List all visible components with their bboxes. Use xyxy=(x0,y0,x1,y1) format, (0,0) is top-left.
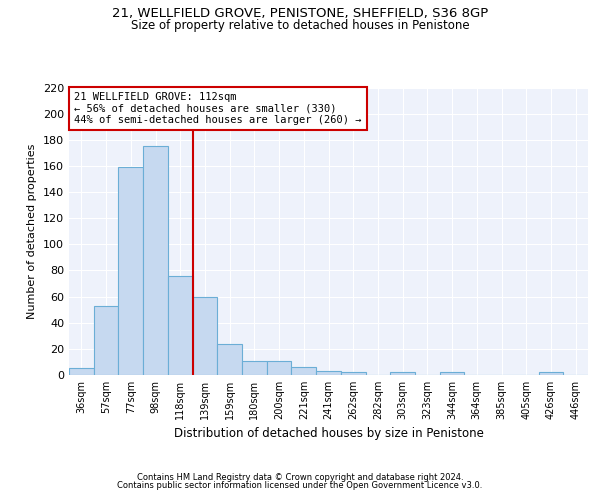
Bar xyxy=(118,167,143,375)
Bar xyxy=(390,372,415,375)
Bar xyxy=(242,360,267,375)
Bar xyxy=(539,372,563,375)
Text: Contains HM Land Registry data © Crown copyright and database right 2024.: Contains HM Land Registry data © Crown c… xyxy=(137,472,463,482)
Bar xyxy=(267,360,292,375)
Text: Size of property relative to detached houses in Penistone: Size of property relative to detached ho… xyxy=(131,19,469,32)
Text: 21, WELLFIELD GROVE, PENISTONE, SHEFFIELD, S36 8GP: 21, WELLFIELD GROVE, PENISTONE, SHEFFIEL… xyxy=(112,8,488,20)
Bar xyxy=(316,371,341,375)
Text: Distribution of detached houses by size in Penistone: Distribution of detached houses by size … xyxy=(174,428,484,440)
Y-axis label: Number of detached properties: Number of detached properties xyxy=(28,144,37,319)
Bar xyxy=(168,276,193,375)
Bar xyxy=(217,344,242,375)
Bar xyxy=(193,296,217,375)
Bar xyxy=(440,372,464,375)
Text: Contains public sector information licensed under the Open Government Licence v3: Contains public sector information licen… xyxy=(118,481,482,490)
Bar xyxy=(341,372,365,375)
Bar xyxy=(94,306,118,375)
Text: 21 WELLFIELD GROVE: 112sqm
← 56% of detached houses are smaller (330)
44% of sem: 21 WELLFIELD GROVE: 112sqm ← 56% of deta… xyxy=(74,92,362,125)
Bar xyxy=(143,146,168,375)
Bar xyxy=(69,368,94,375)
Bar xyxy=(292,367,316,375)
